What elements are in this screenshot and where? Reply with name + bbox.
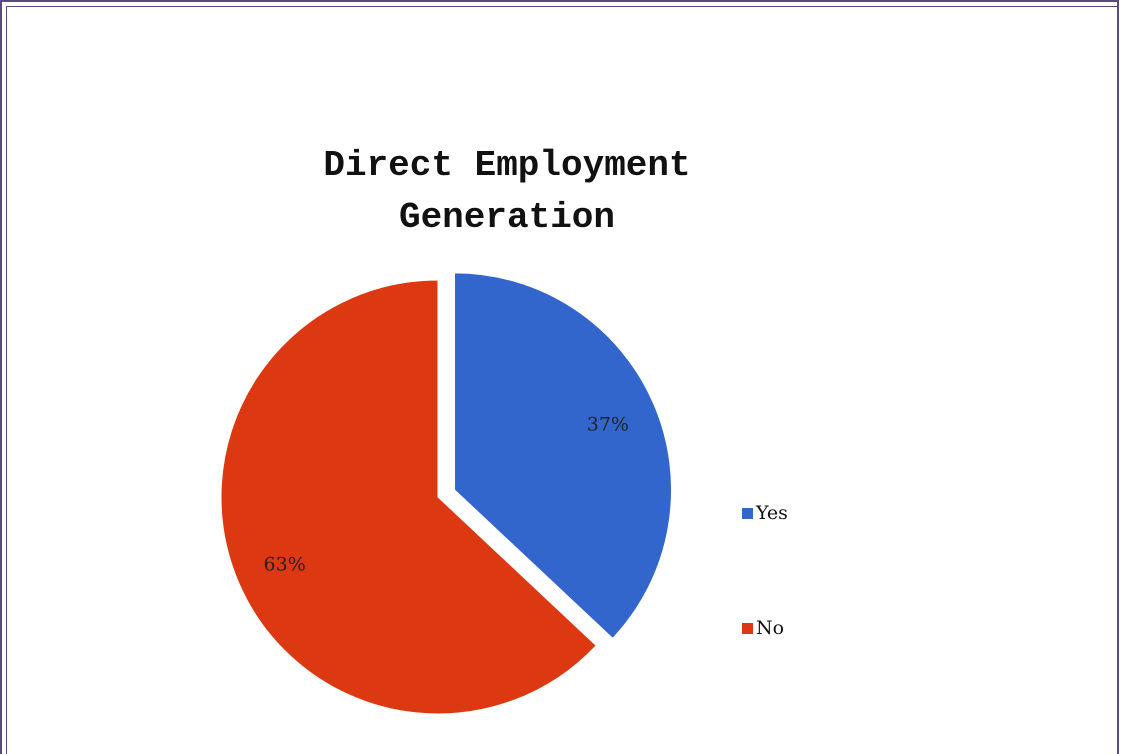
legend-label-no: No — [756, 617, 785, 639]
legend-swatch-no — [742, 622, 753, 634]
legend-item-no: No — [742, 617, 784, 639]
legend-swatch-yes — [742, 507, 753, 519]
chart-title-line-1: Direct Employment — [323, 145, 691, 186]
chart-title: Direct Employment Generation — [0, 140, 1014, 244]
legend-item-yes: Yes — [742, 502, 788, 524]
data-label-no: 63% — [264, 553, 306, 575]
data-label-yes: 37% — [587, 413, 629, 435]
chart-title-line-2: Generation — [398, 197, 616, 238]
page-border-inner — [6, 6, 1117, 754]
pie-slice-yes — [454, 272, 672, 640]
pie-slice-no — [220, 279, 597, 715]
legend-label-yes: Yes — [756, 502, 788, 524]
